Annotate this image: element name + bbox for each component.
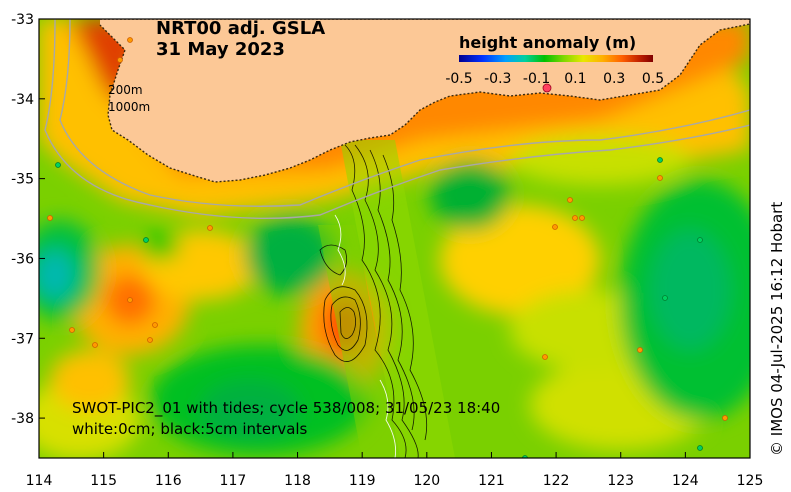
y-tick-label: -36 (11, 251, 34, 267)
map-title-line1: NRT00 adj. GSLA (156, 18, 325, 39)
x-tick-label: 116 (155, 473, 182, 489)
x-tick-label: 115 (90, 473, 117, 489)
y-tick-label: -37 (11, 331, 34, 347)
x-tick-label: 123 (607, 473, 634, 489)
isobath-1000m-label: 1000m (108, 100, 150, 114)
x-tick-label: 114 (26, 473, 53, 489)
swath-note-line1: SWOT-PIC2_01 with tides; cycle 538/008; … (72, 399, 500, 418)
x-tick-label: 118 (284, 473, 311, 489)
colorbar-tick-label: -0.3 (484, 71, 511, 87)
colorbar-tick-label: 0.1 (564, 71, 586, 87)
x-tick-label: 120 (413, 473, 440, 489)
x-tick-label: 125 (737, 473, 764, 489)
colorbar-tick-label: -0.5 (445, 71, 472, 87)
imos-credit: © IMOS 04-Jul-2025 16:12 Hobart (768, 202, 786, 456)
y-tick-label: -33 (11, 12, 34, 28)
isobath-200m (59, 19, 750, 207)
y-tick-label: -35 (11, 172, 34, 188)
x-tick-label: 119 (349, 473, 376, 489)
isobath-1000m (44, 19, 750, 220)
y-tick-label: -34 (11, 92, 34, 108)
swot-swath (318, 140, 455, 458)
colorbar-title: height anomaly (m) (459, 33, 636, 52)
drifter-markers (47, 37, 728, 421)
colorbar-tick-label: 0.5 (642, 71, 664, 87)
y-axis: -33 -34 -35 -36 -37 -38 (11, 12, 45, 427)
y-tick-label: -38 (11, 411, 34, 427)
colorbar-legend: height anomaly (m) -0.5 -0.3 -0.1 0.1 0.3 0.5 (445, 33, 664, 87)
x-tick-label: 117 (220, 473, 247, 489)
isobath-200m-label: 200m (108, 83, 143, 97)
x-tick-label: 121 (478, 473, 505, 489)
colorbar-tick-label: 0.3 (603, 71, 625, 87)
x-tick-label: 122 (543, 473, 570, 489)
colorbar-tick-label: -0.1 (523, 71, 550, 87)
x-axis: 114 115 116 117 118 119 120 121 122 123 124 125 (26, 452, 764, 489)
swath-note-line2: white:0cm; black:5cm intervals (72, 420, 308, 438)
colorbar-ramp (459, 55, 653, 62)
x-tick-label: 124 (672, 473, 699, 489)
map-title-line2: 31 May 2023 (156, 39, 285, 60)
